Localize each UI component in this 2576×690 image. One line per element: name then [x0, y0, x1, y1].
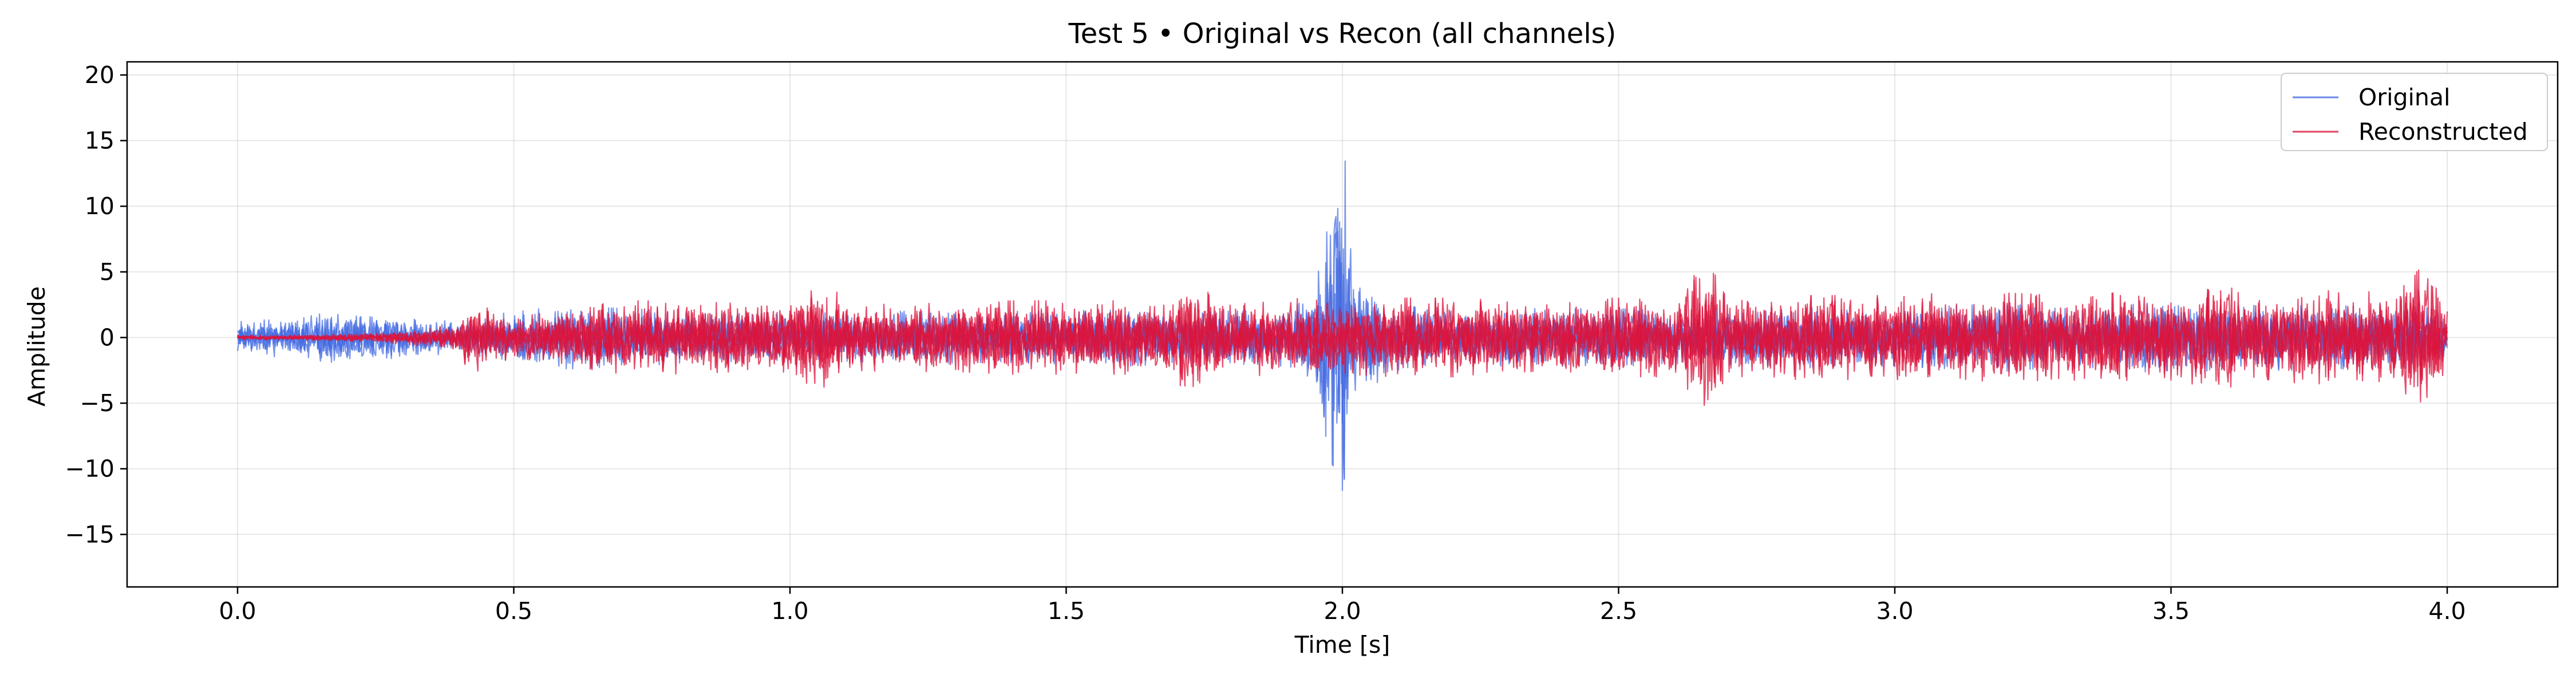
- y-tick-label: −10: [65, 455, 114, 483]
- chart-title: Test 5 • Original vs Recon (all channels…: [1068, 18, 1617, 50]
- axes-layer: 0.0 0.5 1.0 1.5 2.0 2.5 3.0 3.5 4.0 −15 −10 −5 0 5 10 1…: [65, 61, 2559, 625]
- series-line: [237, 269, 2448, 403]
- series-layer: [236, 160, 2448, 491]
- legend: Original Reconstructed: [2281, 73, 2548, 151]
- x-tick-label: 1.5: [1048, 597, 1085, 625]
- y-tick-label: 10: [85, 192, 114, 220]
- y-tick-label: 15: [85, 127, 114, 155]
- x-tick-label: 2.0: [1323, 597, 1361, 625]
- y-tick-label: 20: [85, 61, 114, 89]
- legend-label: Reconstructed: [2358, 118, 2528, 145]
- x-tick-label: 0.5: [495, 597, 532, 625]
- y-axis-label: Amplitude: [23, 286, 50, 407]
- x-tick-label: 4.0: [2428, 597, 2466, 625]
- y-tick-label: −15: [65, 521, 114, 548]
- x-axis-label: Time [s]: [1294, 631, 1390, 659]
- x-tick-label: 0.0: [219, 597, 256, 625]
- legend-label: Original: [2358, 84, 2450, 111]
- y-tick-label: 5: [100, 258, 114, 286]
- x-tick-label: 3.5: [2152, 597, 2190, 625]
- legend-box: [2281, 73, 2548, 151]
- y-tick-label: 0: [100, 324, 114, 351]
- series-reconstructed: [237, 269, 2448, 406]
- x-tick-label: 3.0: [1876, 597, 1913, 625]
- y-tick-label: −5: [80, 389, 114, 417]
- x-tick-label: 1.0: [771, 597, 808, 625]
- x-tick-label: 2.5: [1600, 597, 1637, 625]
